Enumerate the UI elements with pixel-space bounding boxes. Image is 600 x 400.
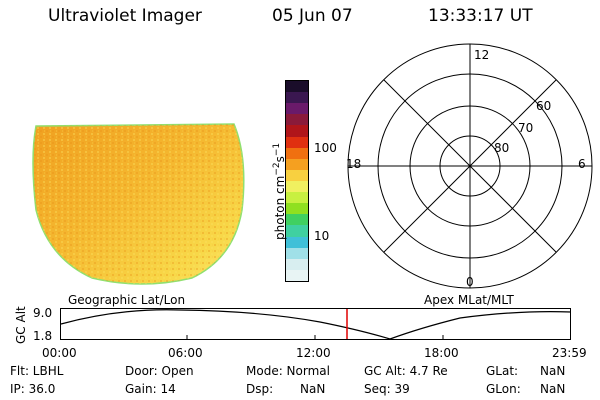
glon-value: NaN xyxy=(540,382,566,396)
colorbar-unit-label: photon cm−2s−1 xyxy=(272,142,287,240)
colorbar-segment xyxy=(286,125,308,137)
colorbar-segment xyxy=(286,269,308,281)
seq-label: Seq: 39 xyxy=(364,382,410,396)
x-tick-1800: 18:00 xyxy=(424,346,459,360)
colorbar-segment xyxy=(286,236,308,248)
colorbar-segment xyxy=(286,180,308,193)
date-label: 05 Jun 07 xyxy=(272,6,353,26)
y-tick-9: 9.0 xyxy=(33,306,53,320)
uv-image xyxy=(32,123,245,285)
polar-plot: 12 0 18 6 80 70 60 xyxy=(346,43,593,289)
y-tick-1-8: 1.8 xyxy=(33,329,53,343)
app-title: Ultraviolet Imager xyxy=(48,6,202,26)
x-tick-0600: 06:00 xyxy=(168,346,203,360)
geographic-label: Geographic Lat/Lon xyxy=(68,293,186,307)
dsp-label: Dsp: xyxy=(246,382,274,396)
colorbar-segment xyxy=(286,203,308,215)
colorbar-segment xyxy=(286,147,308,159)
polar-lat-70: 70 xyxy=(518,121,533,135)
door-label: Door: Open xyxy=(125,364,194,378)
colorbar-segment xyxy=(286,214,308,226)
polar-label-6: 6 xyxy=(578,157,586,171)
mode-label: Mode: Normal xyxy=(246,364,330,378)
ip-label: IP: 36.0 xyxy=(10,382,56,396)
colorbar-segment xyxy=(286,136,308,148)
glon-label: GLon: xyxy=(486,382,521,396)
time-label: 13:33:17 UT xyxy=(428,6,533,26)
colorbar-tick-100: 100 xyxy=(314,141,337,155)
colorbar xyxy=(285,80,309,282)
altitude-plot xyxy=(60,308,572,340)
apex-label: Apex MLat/MLT xyxy=(424,293,514,307)
colorbar-tick-10: 10 xyxy=(314,229,330,243)
polar-lat-80: 80 xyxy=(494,141,509,155)
x-tick-0000: 00:00 xyxy=(42,346,77,360)
x-tick-1200: 12:00 xyxy=(296,346,331,360)
filter-label: Flt: LBHL xyxy=(10,364,64,378)
gain-label: Gain: 14 xyxy=(125,382,176,396)
colorbar-segment xyxy=(286,92,308,104)
colorbar-segment xyxy=(286,192,308,204)
colorbar-segment xyxy=(286,258,308,270)
colorbar-segment xyxy=(286,225,308,237)
x-tick-2359: 23:59 xyxy=(552,346,587,360)
colorbar-segment xyxy=(286,169,308,181)
colorbar-segment xyxy=(286,81,308,93)
colorbar-segment xyxy=(286,247,308,259)
polar-label-18: 18 xyxy=(346,157,361,171)
altitude-curve xyxy=(60,309,572,340)
colorbar-segment xyxy=(286,114,308,126)
dsp-value: NaN xyxy=(300,382,326,396)
polar-label-12: 12 xyxy=(474,48,489,62)
colorbar-segment xyxy=(286,158,308,170)
glat-label: GLat: xyxy=(486,364,519,378)
gc-alt-info: GC Alt: 4.7 Re xyxy=(364,364,448,378)
polar-label-0: 0 xyxy=(466,275,474,289)
glat-value: NaN xyxy=(540,364,566,378)
polar-lat-60: 60 xyxy=(536,99,551,113)
gc-alt-axis-label: GC Alt xyxy=(14,306,28,344)
colorbar-segment xyxy=(286,103,308,115)
